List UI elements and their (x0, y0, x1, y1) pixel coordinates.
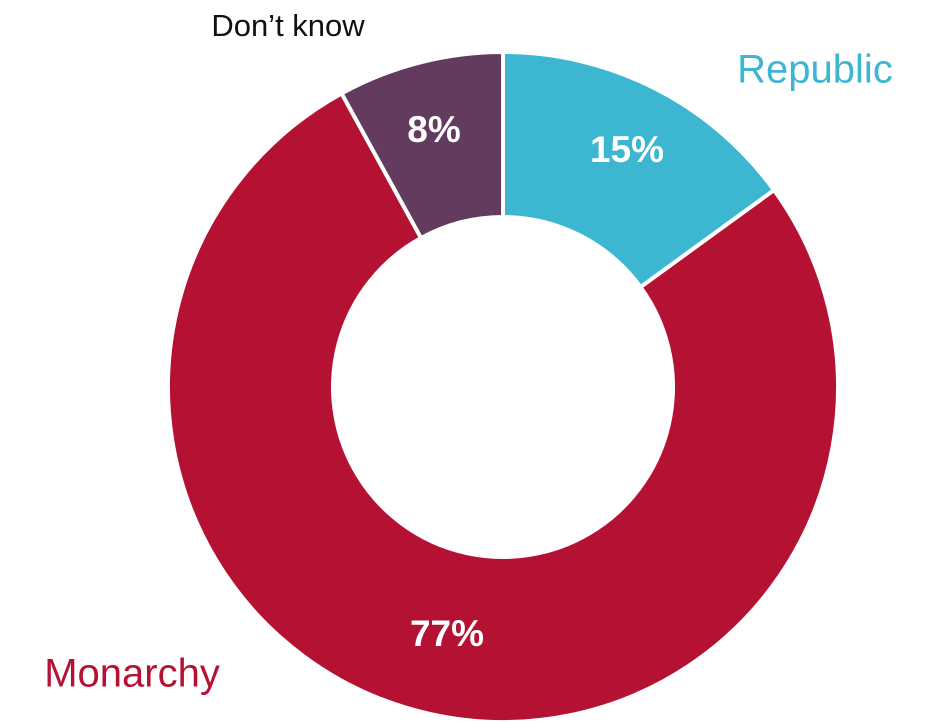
value-label: 15% (590, 129, 664, 170)
category-label: Republic (737, 48, 893, 92)
value-label: 8% (407, 109, 460, 150)
category-label: Monarchy (44, 652, 220, 696)
donut-slice (339, 50, 505, 241)
donut-slice (166, 91, 840, 722)
donut-slice (501, 50, 777, 290)
value-label: 77% (410, 613, 484, 654)
category-label: Don’t know (211, 8, 365, 43)
